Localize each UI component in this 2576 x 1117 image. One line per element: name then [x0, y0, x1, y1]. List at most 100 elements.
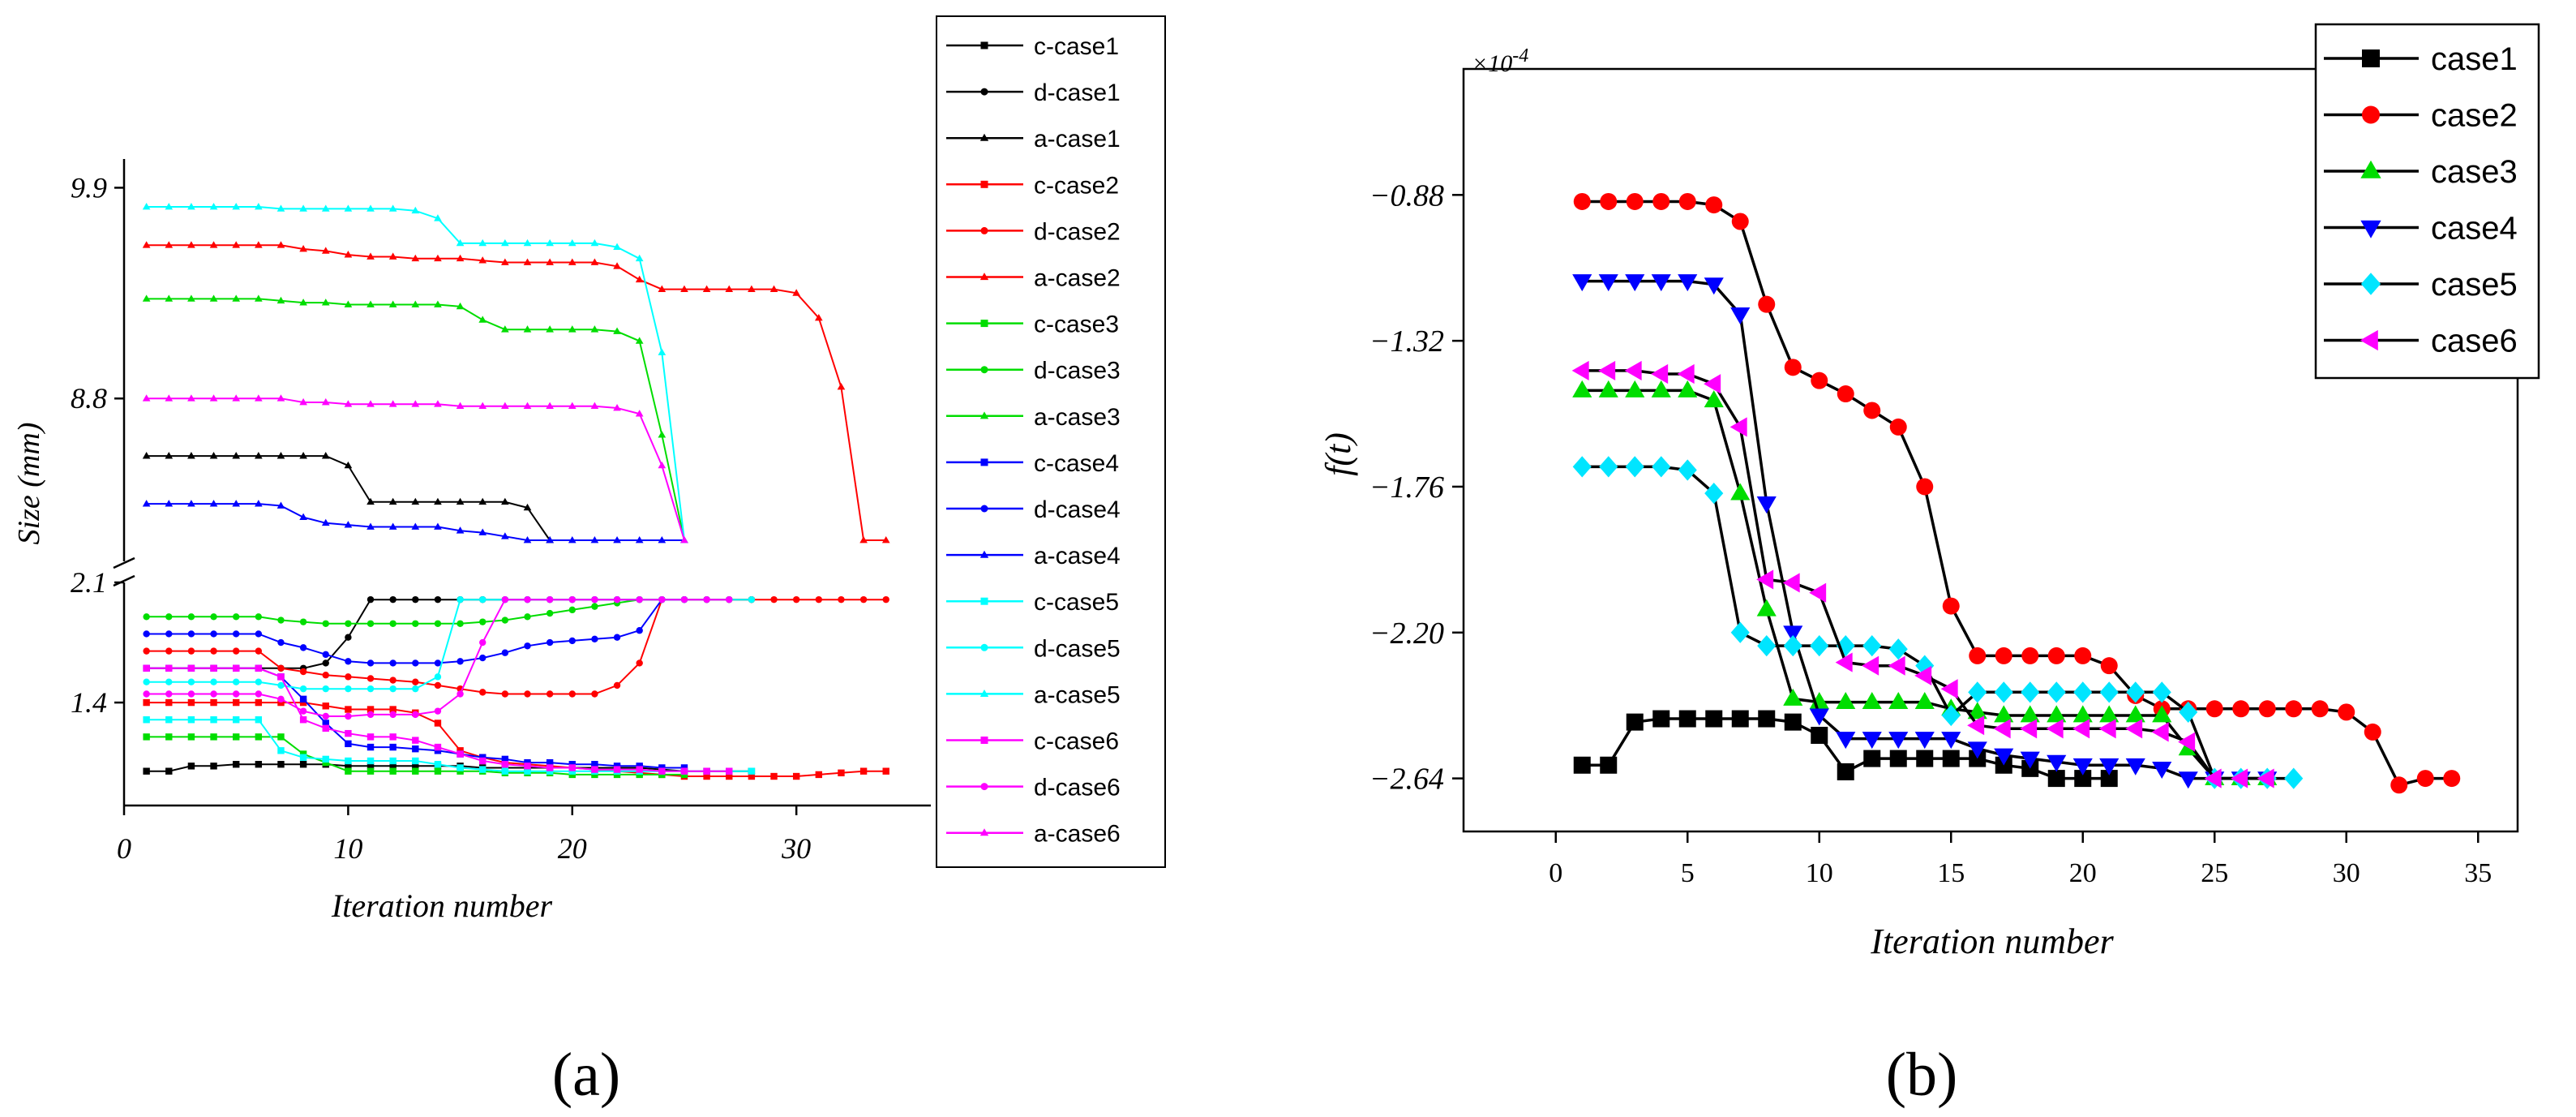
chart-a-point-c-case6	[636, 766, 643, 773]
chart-a-point-a-case1	[411, 497, 420, 505]
chart-b-point-case6	[2046, 719, 2064, 739]
chart-a-point-a-case6	[434, 400, 442, 407]
chart-a-point-c-case4	[636, 763, 643, 770]
chart-a-legend-label: c-case6	[1034, 728, 1119, 755]
chart-a-point-d-case3	[366, 620, 375, 627]
chart-b-point-case3	[1809, 692, 1829, 710]
chart-a-point-c-case5	[546, 767, 554, 775]
chart-b-point-case3	[1625, 380, 1645, 397]
chart-a-point-a-case6	[388, 400, 397, 407]
chart-a-legend-marker	[979, 828, 989, 836]
chart-a-point-a-case6	[658, 461, 667, 469]
chart-b-point-case1	[1731, 710, 1749, 728]
chart-b-point-case5	[2021, 681, 2040, 703]
chart-b-legend-marker	[2362, 49, 2380, 67]
chart-a-point-a-case3	[546, 325, 554, 333]
chart-b-point-case4	[1572, 274, 1592, 292]
chart-a-legend-label: a-case2	[1034, 265, 1121, 292]
chart-a-point-d-case6	[389, 711, 396, 719]
chart-a-point-d-case6	[322, 712, 329, 720]
chart-a-point-a-case6	[635, 410, 644, 417]
chart-b-point-case5	[2152, 681, 2171, 703]
chart-a-point-c-case6	[412, 737, 419, 744]
chart-a-y-tick-label: 2.1	[71, 566, 107, 599]
chart-a-point-d-case5	[345, 685, 352, 693]
chart-a-point-a-case5	[388, 204, 397, 212]
chart-a-point-d-case4	[591, 635, 598, 643]
chart-a-y-tick-label: 1.4	[71, 686, 107, 719]
chart-a-point-d-case4	[636, 627, 643, 634]
chart-a-point-a-case5	[613, 243, 621, 251]
chart-a-point-d-case3	[546, 609, 554, 617]
chart-a-point-d-case2	[859, 595, 868, 604]
chart-a-point-c-case6	[143, 664, 150, 672]
chart-b-point-case5	[1730, 621, 1750, 643]
chart-a-legend-item: a-case1	[946, 126, 1121, 153]
chart-a-point-a-case1	[321, 452, 330, 459]
chart-a-point-a-case4	[523, 535, 532, 543]
chart-b-point-case6	[1782, 573, 1800, 593]
chart-a-series-c-case6	[143, 664, 733, 775]
chart-a-point-a-case6	[255, 394, 263, 402]
chart-a-point-c-case6	[366, 733, 375, 741]
chart-b-point-case6	[2098, 719, 2116, 739]
chart-b-point-case2	[1758, 295, 1776, 313]
chart-a-point-d-case4	[366, 659, 375, 667]
chart-a-point-c-case3	[345, 767, 352, 775]
chart-b-point-case5	[1704, 483, 1724, 505]
chart-a-point-a-case4	[456, 526, 465, 534]
chart-a-point-a-case4	[590, 535, 599, 543]
chart-b-point-case6	[1809, 582, 1827, 603]
chart-a-point-c-case2	[838, 769, 845, 777]
chart-b-legend-item: case6	[2324, 324, 2518, 359]
chart-a-point-d-case1	[345, 634, 352, 641]
chart-b-point-case5	[2073, 681, 2093, 703]
chart-a-point-d-case4	[210, 630, 217, 638]
chart-b-point-case5	[1678, 459, 1697, 481]
chart-b-point-case2	[1784, 359, 1802, 376]
chart-a-point-c-case2	[210, 698, 217, 707]
chart-b-point-case6	[1571, 360, 1589, 380]
chart-b-point-case5	[1862, 635, 1882, 657]
chart-a-point-a-case6	[456, 402, 465, 410]
chart-b-point-case2	[1811, 372, 1828, 389]
chart-a-point-c-case4	[412, 745, 419, 753]
chart-b-series-case1	[1573, 710, 2118, 788]
chart-b-series-case3	[1572, 380, 2278, 786]
chart-a-legend-marker	[979, 690, 989, 697]
chart-a-point-a-case1	[501, 497, 509, 505]
chart-a-point-c-case6	[322, 724, 329, 732]
chart-a-series-d-case6	[143, 595, 733, 720]
chart-b-x-tick-label: 25	[2201, 858, 2228, 888]
chart-b-point-case3	[1836, 692, 1856, 710]
chart-a-point-d-case3	[501, 616, 509, 624]
chart-a-legend-label: d-case5	[1034, 635, 1121, 662]
chart-b-legend-item: case4	[2324, 211, 2518, 247]
chart-a-point-a-case3	[299, 299, 307, 306]
chart-b-point-case3	[1914, 692, 1935, 710]
chart-a-point-d-case5	[366, 685, 375, 693]
chart-a-point-c-case6	[389, 733, 396, 741]
chart-b-series-case6	[1571, 360, 2274, 788]
chart-a-point-c-case2	[815, 771, 823, 779]
chart-a-point-a-case2	[837, 383, 846, 390]
chart-a-point-d-case3	[322, 620, 329, 627]
chart-a-point-a-case2	[366, 252, 375, 260]
chart-b-point-case2	[1652, 192, 1670, 210]
chart-a-point-a-case5	[456, 238, 465, 247]
chart-a-point-a-case1	[434, 497, 442, 505]
chart-b-point-case6	[1967, 715, 1985, 736]
chart-a-point-d-case4	[456, 658, 464, 665]
chart-a-series-d-case4	[143, 595, 688, 667]
chart-a-point-a-case5	[411, 206, 420, 214]
chart-a-point-c-case1	[277, 761, 285, 768]
chart-a-point-a-case6	[523, 402, 532, 410]
chart-b-point-case2	[2021, 647, 2039, 664]
chart-a-legend-marker	[979, 133, 989, 141]
chart-a-point-d-case2	[232, 647, 240, 655]
chart-b-point-case4	[1625, 274, 1645, 292]
chart-a-point-c-case2	[434, 720, 442, 727]
chart-a-point-a-case3	[232, 294, 241, 302]
chart-a-legend-marker	[980, 41, 988, 49]
